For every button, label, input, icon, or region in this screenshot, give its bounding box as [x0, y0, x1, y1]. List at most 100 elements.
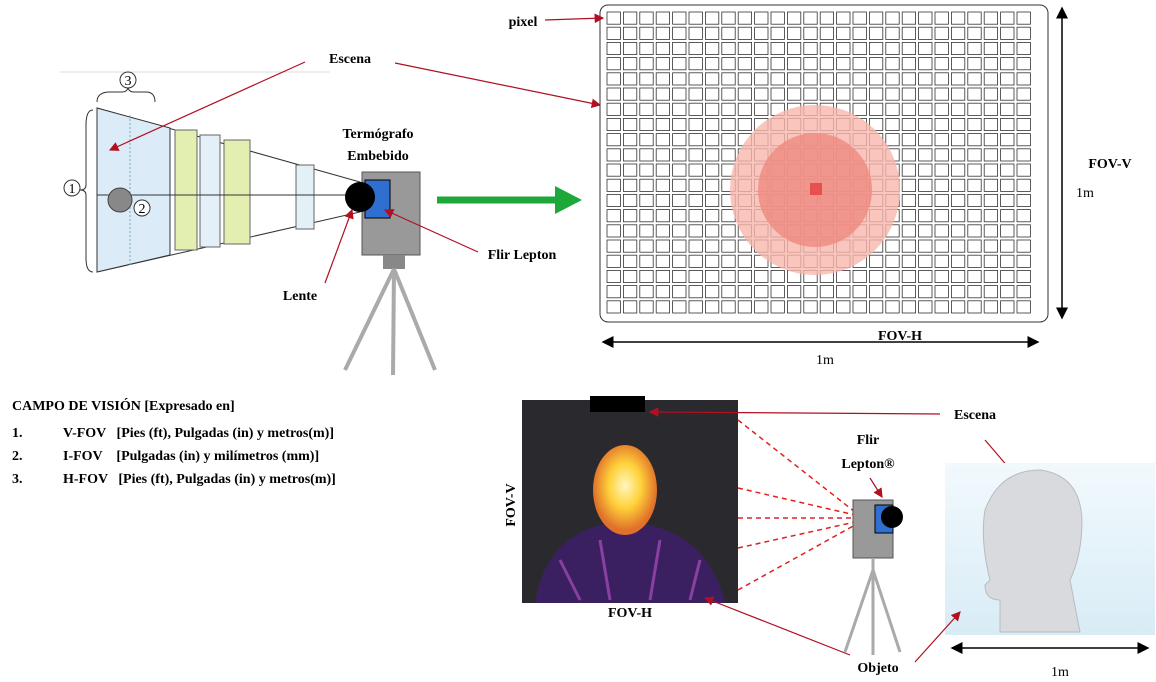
- pixel-cell: [1000, 118, 1015, 132]
- pixel-cell: [983, 239, 999, 253]
- pixel-cell: [967, 285, 982, 299]
- pixel-cell: [721, 300, 736, 314]
- pixel-cell: [1016, 209, 1031, 223]
- pixel-cell: [803, 42, 818, 56]
- pixel-cell: [1016, 269, 1031, 283]
- pixel-cell: [705, 133, 720, 147]
- pixel-cell: [770, 26, 785, 40]
- pixel-cell: [705, 26, 720, 40]
- pixel-cell: [672, 26, 687, 40]
- pixel-cell: [869, 57, 884, 71]
- pixel-cell: [918, 254, 933, 268]
- legend-title: CAMPO DE VISIÓN [Expresado en]: [12, 397, 235, 414]
- pixel-cell: [967, 224, 982, 238]
- pixel-cell: [967, 254, 982, 268]
- pixel-cell: [688, 269, 703, 283]
- pixel-cell: [688, 133, 703, 147]
- pixel-cell: [688, 300, 703, 314]
- pixel-cell: [885, 72, 900, 86]
- pixel-cell: [787, 285, 802, 299]
- pixel-cell: [869, 72, 884, 86]
- pixel-cell: [852, 26, 867, 40]
- pixel-cell: [672, 239, 687, 253]
- pixel-cell: [705, 163, 720, 177]
- pixel-cell: [836, 42, 851, 56]
- pixel-cell: [967, 178, 982, 192]
- pixel-cell: [869, 254, 884, 268]
- pixel-cell: [770, 42, 785, 56]
- pixel-cell: [754, 102, 769, 116]
- pixel-cell: [951, 193, 966, 207]
- pixel-cell: [639, 209, 654, 223]
- pixel-cell: [606, 300, 621, 314]
- pixel-cell: [1000, 285, 1015, 299]
- pixel-cell: [836, 11, 851, 25]
- pixel-cell: [951, 42, 966, 56]
- pixel-cell: [1000, 224, 1015, 238]
- pixel-cell: [688, 72, 703, 86]
- pixel-cell: [918, 118, 933, 132]
- pixel-cell: [623, 239, 638, 253]
- pixel-cell: [623, 178, 638, 192]
- pixel-cell: [836, 26, 851, 40]
- pixel-cell: [721, 102, 736, 116]
- pixel-cell: [606, 285, 621, 299]
- pixel-cell: [1000, 87, 1015, 101]
- pixel-cell: [983, 148, 999, 162]
- pixel-cell: [606, 224, 621, 238]
- pixel-cell: [688, 11, 703, 25]
- pixel-cell: [623, 87, 638, 101]
- pixel-cell: [1000, 102, 1015, 116]
- pixel-cell: [672, 72, 687, 86]
- pixel-cell: [1000, 11, 1015, 25]
- pixel-cell: [688, 285, 703, 299]
- pixel-cell: [639, 239, 654, 253]
- pixel-cell: [754, 11, 769, 25]
- pixel-cell: [737, 72, 753, 86]
- pixel-cell: [983, 209, 999, 223]
- pixel-cell: [721, 42, 736, 56]
- pixel-cell: [606, 118, 621, 132]
- pixel-cell: [885, 118, 900, 132]
- pixel-cell: [787, 72, 802, 86]
- pixel-cell: [1016, 300, 1031, 314]
- pixel-cell: [983, 118, 999, 132]
- pixel-cell: [951, 285, 966, 299]
- pixel-cell: [672, 269, 687, 283]
- pixel-cell: [967, 102, 982, 116]
- pixel-cell: [639, 133, 654, 147]
- pixel-cell: [672, 102, 687, 116]
- pixel-cell: [803, 57, 818, 71]
- pixel-cell: [885, 57, 900, 71]
- pixel-cell: [901, 224, 917, 238]
- pixel-cell: [688, 209, 703, 223]
- pixel-cell: [655, 72, 671, 86]
- pixel-cell: [983, 178, 999, 192]
- pixel-cell: [737, 26, 753, 40]
- pixel-cell: [934, 300, 949, 314]
- pixel-cell: [606, 72, 621, 86]
- pixel-cell: [1000, 26, 1015, 40]
- pixel-cell: [672, 163, 687, 177]
- pixel-cell: [672, 178, 687, 192]
- pixel-cell: [639, 269, 654, 283]
- pixel-cell: [836, 72, 851, 86]
- pixel-cell: [951, 148, 966, 162]
- pixel-cell: [606, 163, 621, 177]
- pixel-cell: [967, 209, 982, 223]
- pixel-cell: [967, 269, 982, 283]
- pixel-cell: [934, 102, 949, 116]
- pixel-grid: pixel FOV-V 1m FOV-H 1m: [509, 4, 1132, 368]
- pixel-cell: [606, 87, 621, 101]
- pixel-cell: [754, 42, 769, 56]
- pixel-cell: [655, 57, 671, 71]
- pixel-cell: [885, 239, 900, 253]
- pixel-cell: [852, 57, 867, 71]
- pixel-cell: [705, 11, 720, 25]
- pixel-cell: [918, 42, 933, 56]
- pixel-cell: [836, 57, 851, 71]
- pixel-cell: [1016, 285, 1031, 299]
- pixel-cell: [655, 193, 671, 207]
- pixel-cell: [967, 193, 982, 207]
